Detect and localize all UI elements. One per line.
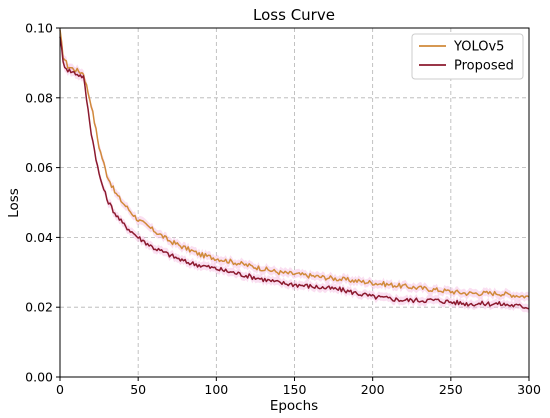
series-line-2 [59,36,530,310]
x-tick-label: 250 [439,382,463,397]
series-line-1 [59,29,530,299]
x-tick-label: 100 [204,382,228,397]
x-tick-label: 50 [130,382,146,397]
x-tick-label: 150 [283,382,307,397]
legend-label: Proposed [454,59,514,74]
x-tick-label: 200 [361,382,385,397]
x-axis-ticks: 0 50 100 150 200 250 300 [56,377,541,397]
legend-label: YOLOv5 [453,40,504,55]
y-axis-label: Loss [6,188,22,218]
y-tick-label: 0.02 [25,300,53,315]
x-tick-label: 300 [517,382,541,397]
chart-title: Loss Curve [253,6,335,24]
x-axis-label: Epochs [270,398,318,414]
y-tick-label: 0.10 [25,21,53,36]
y-tick-label: 0.00 [25,370,53,385]
y-tick-label: 0.04 [25,230,53,245]
y-tick-label: 0.08 [25,90,53,105]
x-tick-label: 0 [56,382,64,397]
legend: YOLOv5 Proposed [411,33,524,80]
y-tick-label: 0.06 [25,160,53,175]
grid-lines [60,28,529,377]
y-axis-ticks: 0.00 0.02 0.04 0.06 0.08 0.10 [25,21,60,385]
series-lines [59,29,530,310]
